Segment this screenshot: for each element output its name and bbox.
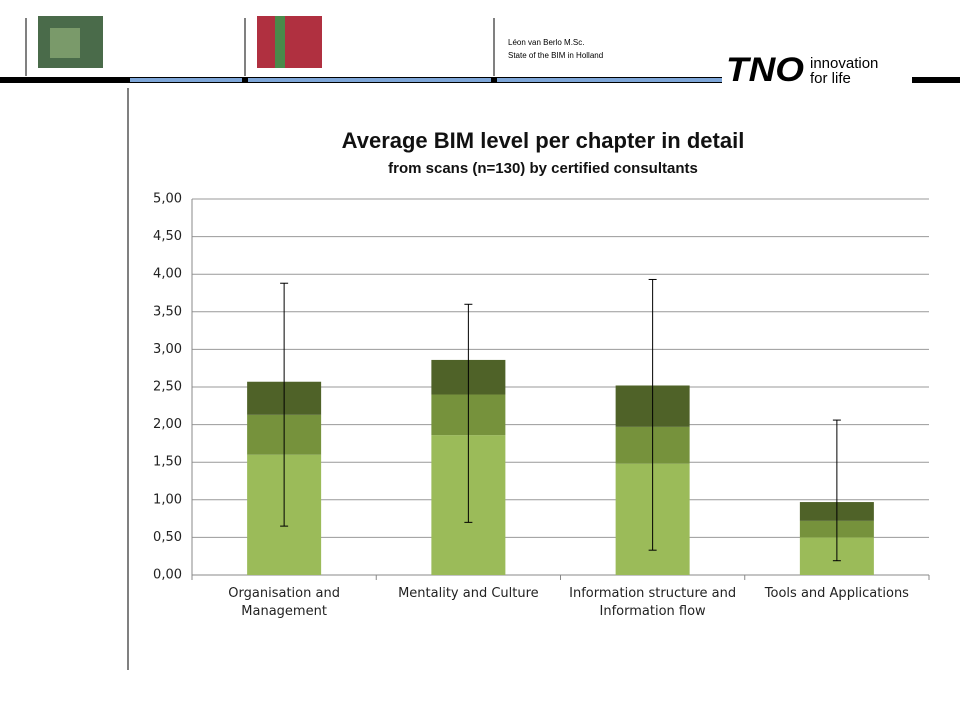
header-image-map-detail	[50, 28, 80, 58]
y-tick-label: 5,00	[153, 192, 182, 207]
y-tick-label: 0,00	[153, 568, 182, 583]
y-tick-label: 4,50	[153, 229, 182, 244]
x-tick-label: Organisation and Management	[228, 586, 340, 619]
y-tick-label: 0,50	[153, 530, 182, 545]
header-bar-accent	[248, 78, 491, 82]
chart-title: Average BIM level per chapter in detail	[342, 128, 745, 153]
logo: TNO	[726, 51, 804, 89]
x-tick-label: Information structure and Information fl…	[569, 586, 737, 619]
y-tick-label: 2,50	[153, 380, 182, 395]
x-tick-label: Tools and Applications	[764, 586, 909, 601]
logo-background	[722, 56, 912, 86]
y-tick-label: 2,00	[153, 417, 182, 432]
y-tick-label: 1,00	[153, 492, 182, 507]
subject: State of the BIM in Holland	[508, 51, 603, 60]
y-tick-label: 4,00	[153, 267, 182, 282]
y-tick-label: 3,50	[153, 304, 182, 319]
y-tick-label: 3,00	[153, 342, 182, 357]
header-bar-accent	[130, 78, 242, 82]
slogan: for life	[810, 70, 851, 87]
slogan: innovation	[810, 55, 878, 72]
header-image-industry	[257, 16, 322, 68]
header-bar-accent	[497, 78, 722, 82]
header-image-industry-detail	[275, 16, 285, 68]
chart-subtitle: from scans (n=130) by certified consulta…	[388, 160, 698, 177]
y-tick-label: 1,50	[153, 455, 182, 470]
x-tick-label: Mentality and Culture	[398, 586, 539, 601]
author: Léon van Berlo M.Sc.	[508, 38, 584, 47]
